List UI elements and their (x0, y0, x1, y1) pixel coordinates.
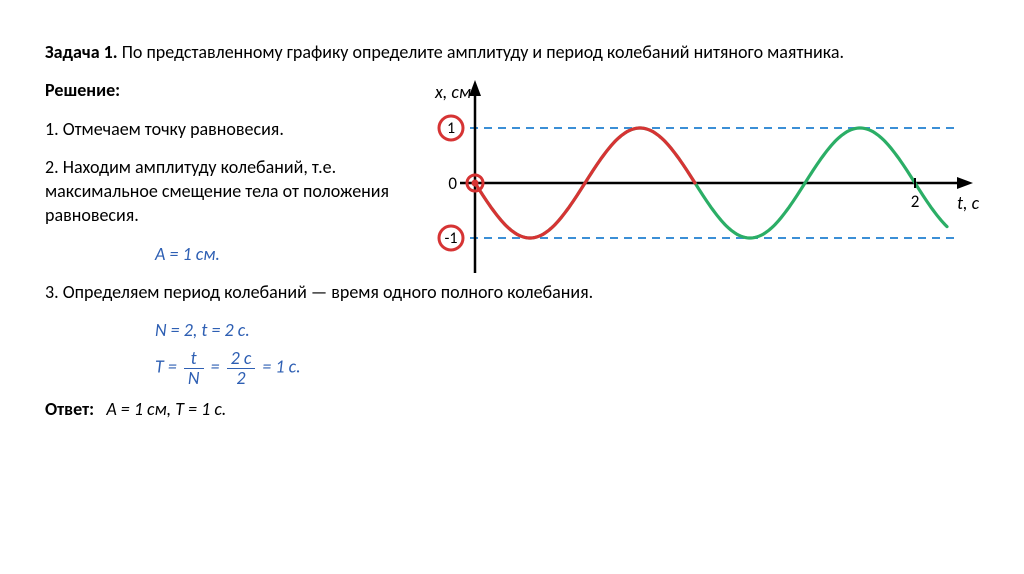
svg-text:x, см: x, см (434, 81, 471, 103)
svg-text:2: 2 (911, 191, 920, 212)
fraction-2s-2: 2 с 2 (227, 349, 256, 388)
svg-text:t, с: t, с (957, 192, 980, 214)
task-title: Задача 1. По представленному графику опр… (45, 40, 979, 64)
svg-text:1: 1 (447, 119, 455, 138)
chart-svg: 1 -1 0 2 x, см t, с (420, 78, 980, 288)
step-2: 2. Находим амплитуду колебаний, т.е. мак… (45, 155, 425, 228)
svg-text:0: 0 (448, 173, 457, 194)
fraction-t-N: t N (184, 349, 204, 388)
task-text: По представленному графику определите ам… (122, 41, 844, 63)
step-1: 1. Отмечаем точку равновесия. (45, 117, 425, 141)
svg-text:-1: -1 (444, 229, 457, 248)
eq-1: = (211, 355, 220, 377)
nt-values: N = 2, t = 2 с. (155, 318, 979, 342)
period-formula: T = t N = 2 с 2 = 1 с. (155, 349, 979, 388)
answer-text: A = 1 см, T = 1 с. (106, 398, 226, 420)
answer-line: Ответ: A = 1 см, T = 1 с. (45, 397, 979, 421)
T-result: = 1 с. (262, 355, 300, 377)
T-lhs: T = (155, 355, 177, 377)
answer-label: Ответ: (45, 398, 94, 420)
task-label: Задача 1. (45, 41, 118, 63)
oscillation-chart: 1 -1 0 2 x, см t, с (420, 78, 980, 288)
